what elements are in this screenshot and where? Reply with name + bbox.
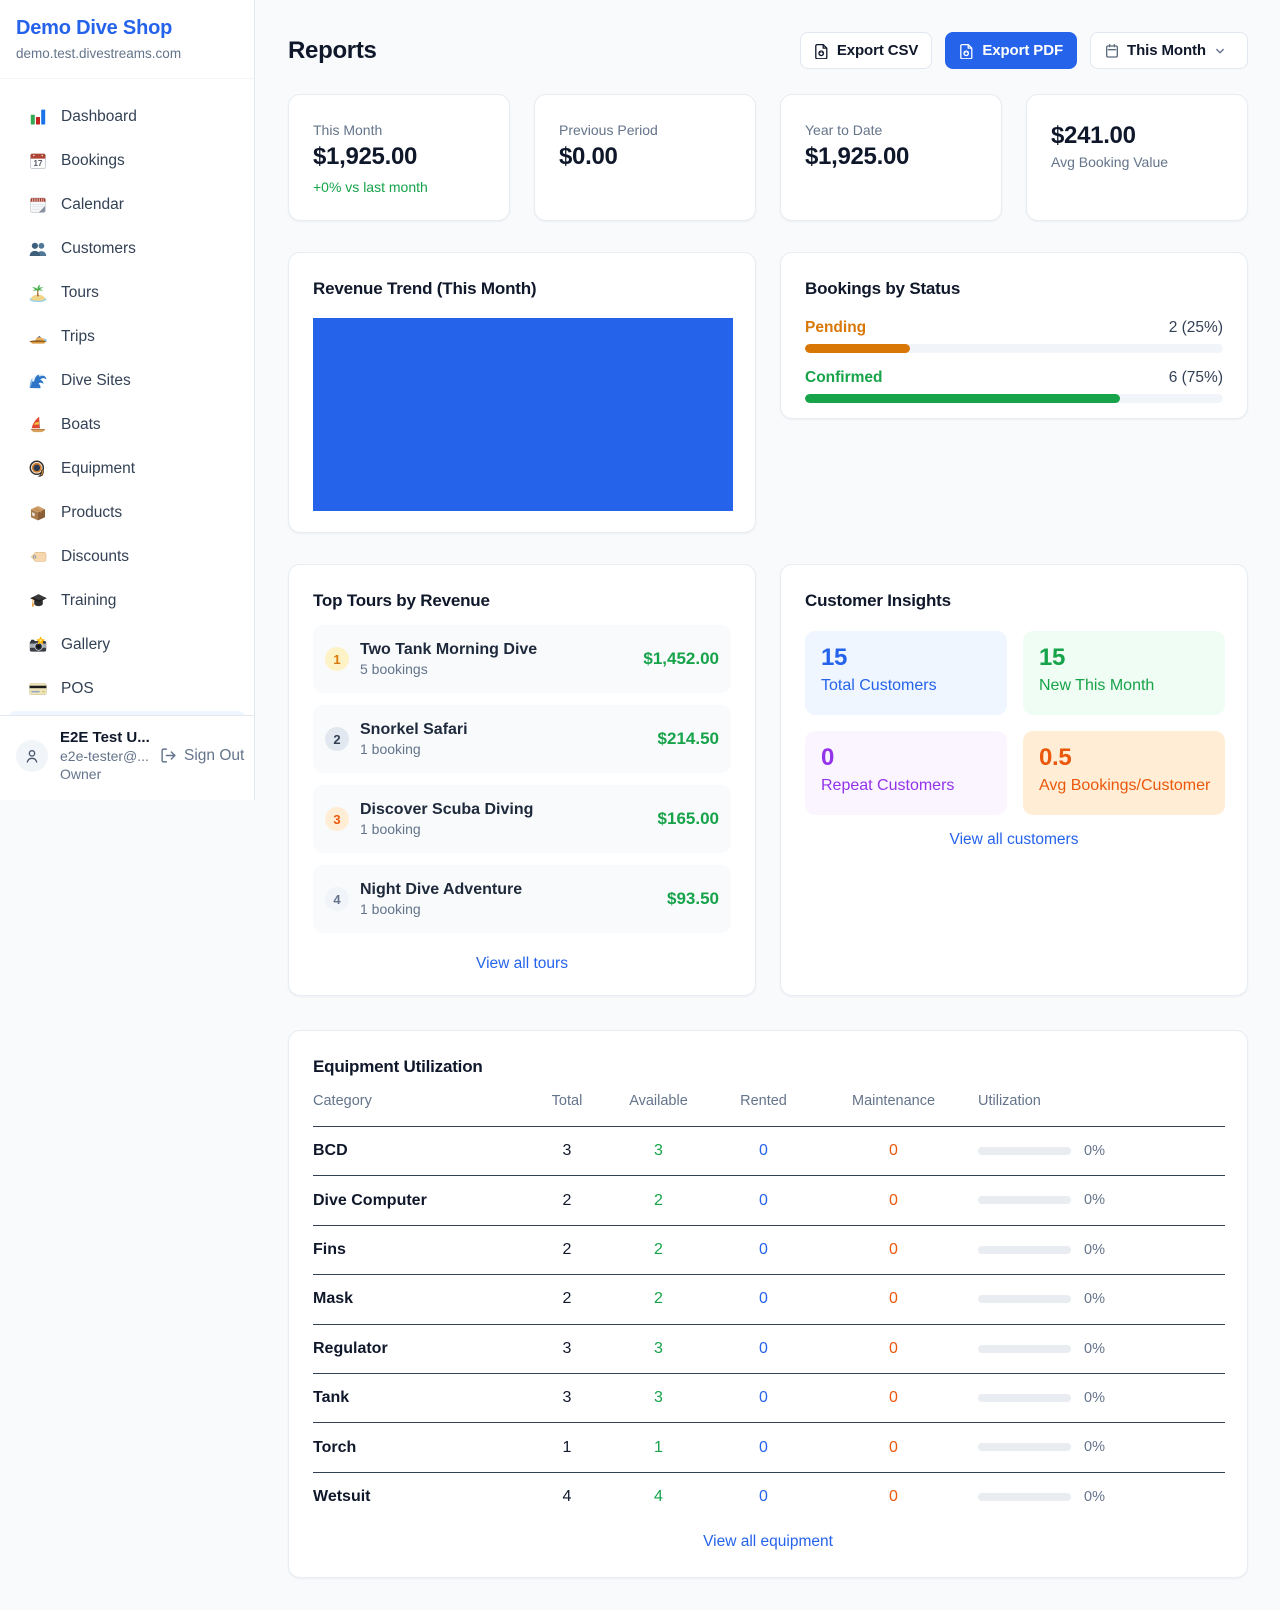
svg-text:17: 17: [34, 159, 43, 168]
